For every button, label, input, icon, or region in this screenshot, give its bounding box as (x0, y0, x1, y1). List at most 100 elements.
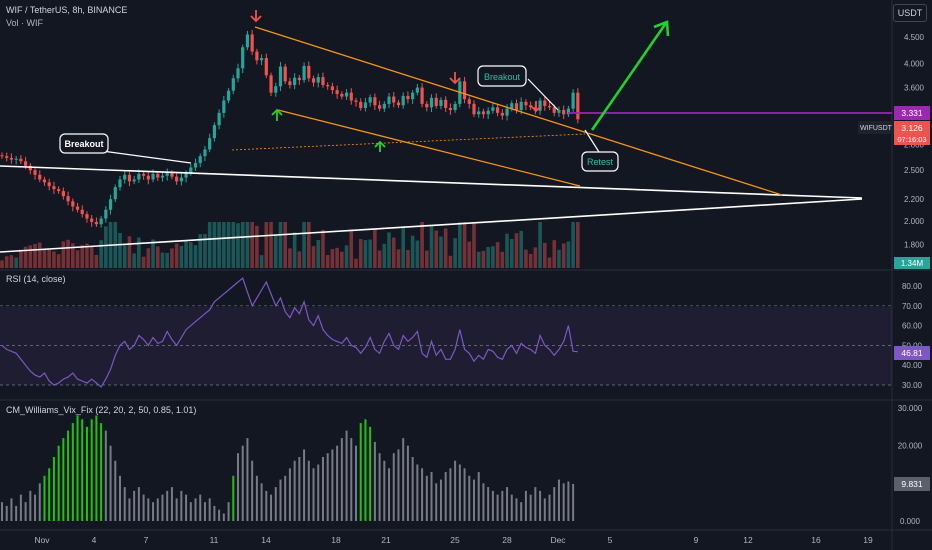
volume-bar (288, 248, 292, 268)
volume-legend[interactable]: Vol · WIF (6, 18, 44, 28)
vix-bar (425, 475, 428, 521)
volume-bar (61, 241, 66, 268)
channel-base-dotted[interactable] (231, 133, 586, 151)
volume-bar (462, 222, 467, 268)
candle-body (354, 100, 358, 102)
vix-bar (203, 502, 206, 521)
candle-body (42, 179, 47, 183)
volume-bar (292, 232, 297, 268)
channel-upper-line[interactable] (254, 26, 783, 196)
breakout-callout-right[interactable]: Breakout (477, 65, 527, 87)
time-tick-label: 7 (144, 535, 149, 545)
vix-bar (406, 445, 409, 521)
vix-bar (397, 449, 400, 521)
vix-bar (298, 456, 301, 521)
breakout-callout-left[interactable]: Breakout (59, 133, 109, 154)
vix-bar (284, 475, 287, 521)
candle-body (146, 175, 150, 180)
candle-body (260, 58, 264, 61)
volume-badge-text: 1.34M (901, 259, 924, 268)
price-tick-label: 2.200 (904, 195, 925, 204)
vix-bar (85, 426, 88, 521)
volume-bar (420, 222, 424, 268)
retest-callout[interactable]: Retest (581, 151, 619, 172)
volume-bar (302, 222, 306, 268)
volume-bar (524, 249, 528, 268)
vix-bar (109, 445, 112, 521)
vix-bar (76, 415, 79, 521)
price-tick-label: 4.000 (904, 60, 925, 69)
volume-bar (184, 241, 188, 268)
projection-arrow-icon[interactable] (590, 20, 670, 131)
candle-body (278, 66, 283, 87)
time-tick-label: 11 (210, 535, 219, 545)
volume-bar (491, 246, 495, 268)
vix-bar (487, 487, 490, 521)
candle-body (562, 110, 566, 115)
candle-body (543, 100, 547, 106)
rsi-pane-title[interactable]: RSI (14, close) (6, 274, 66, 284)
candle-body (57, 189, 61, 192)
candle-body (439, 99, 443, 106)
candle-body (184, 172, 188, 178)
price-tick-label: 3.600 (904, 84, 925, 93)
vix-bar (104, 430, 107, 521)
candle-body (429, 97, 434, 108)
candle-body (47, 182, 51, 187)
vix-bar (557, 479, 560, 521)
candle-body (71, 201, 75, 207)
volume-bar (273, 235, 278, 268)
candle-body (462, 81, 467, 100)
candle-body (307, 65, 311, 79)
time-tick-label: 4 (92, 535, 97, 545)
time-tick-label: 19 (863, 535, 873, 545)
vix-bar (43, 475, 46, 521)
volume-bar (415, 240, 420, 268)
candle-body (222, 100, 226, 113)
candle-body (538, 100, 542, 111)
vix-bar (421, 468, 424, 521)
candle-body (481, 111, 486, 115)
volume-bar (217, 222, 221, 268)
level-price-badge (894, 106, 930, 120)
vix-bar (152, 502, 155, 521)
vix-bar (520, 502, 523, 521)
candle-body (245, 34, 250, 48)
vix-bar (265, 490, 268, 521)
volume-bar (519, 230, 523, 268)
vix-bar (38, 483, 41, 521)
volume-bar (259, 255, 264, 268)
triangle-upper-line[interactable] (0, 165, 863, 199)
candle-body (208, 138, 212, 150)
triangle-lower-line[interactable] (0, 198, 863, 253)
vix-pane-title[interactable]: CM_Williams_Vix_Fix (22, 20, 2, 50, 0.85… (6, 405, 197, 415)
volume-bar (363, 240, 368, 268)
down-arrow-icon (449, 72, 461, 85)
candle-body (241, 47, 245, 69)
volume-bar (571, 222, 575, 268)
symbol-title[interactable]: WIF / TetherUS, 8h, BINANCE (6, 5, 128, 15)
volume-bar (340, 251, 344, 268)
breakout-label-right: Breakout (484, 72, 521, 82)
volume-bar (429, 224, 434, 268)
volume-bar (94, 254, 99, 268)
volume-bar (391, 237, 396, 268)
breakout-callout-pointer (101, 150, 192, 164)
vix-bar (350, 438, 353, 521)
candle-body (189, 167, 193, 173)
currency-button[interactable]: USDT (893, 4, 927, 22)
rsi-badge-text: 46.81 (901, 348, 923, 358)
candle-body (236, 68, 240, 79)
candle-body (108, 199, 113, 210)
vix-bar (340, 438, 343, 521)
candle-body (406, 95, 410, 100)
volume-bar (325, 255, 330, 268)
volume-bar (495, 242, 500, 268)
channel-lower-line[interactable] (277, 109, 581, 187)
candle-body (311, 78, 316, 83)
volume-bar (434, 230, 439, 268)
vix-bar (128, 498, 131, 521)
rsi-line (1, 277, 578, 388)
candle-body (519, 101, 523, 111)
vix-badge-text: 9.831 (901, 479, 923, 489)
